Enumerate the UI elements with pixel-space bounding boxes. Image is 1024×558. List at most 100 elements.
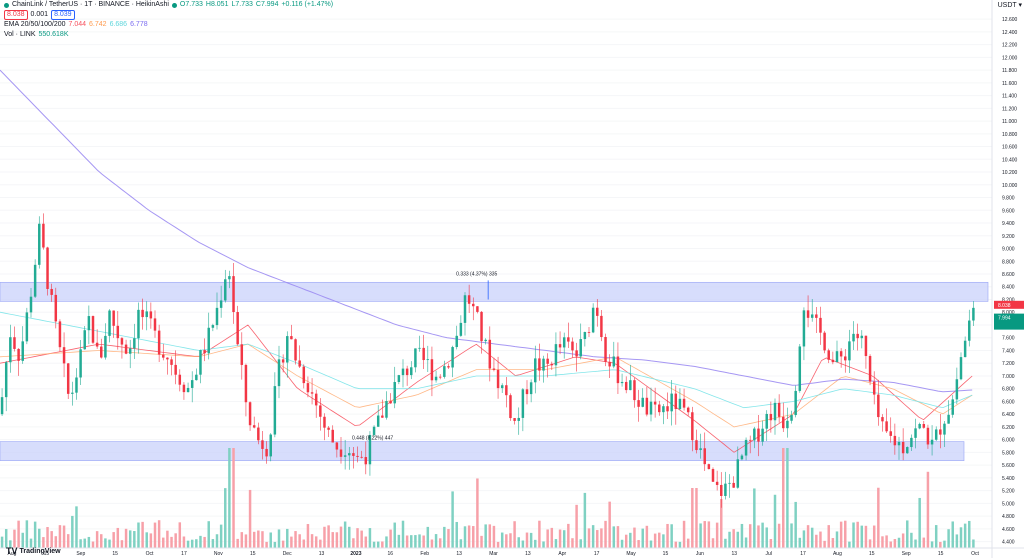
- candle[interactable]: [137, 309, 140, 339]
- candle[interactable]: [786, 420, 789, 429]
- candle[interactable]: [542, 358, 545, 371]
- candle[interactable]: [972, 307, 975, 321]
- candle[interactable]: [815, 314, 818, 318]
- candle[interactable]: [682, 398, 686, 408]
- candle[interactable]: [860, 335, 864, 339]
- candle[interactable]: [281, 359, 285, 363]
- candle[interactable]: [108, 310, 111, 336]
- candle[interactable]: [153, 318, 157, 331]
- candle[interactable]: [686, 407, 690, 413]
- candle[interactable]: [376, 415, 380, 427]
- candle[interactable]: [525, 389, 529, 395]
- support-zone[interactable]: [0, 441, 965, 462]
- candle[interactable]: [240, 344, 244, 365]
- candle[interactable]: [451, 347, 454, 368]
- candle[interactable]: [476, 306, 479, 312]
- candle[interactable]: [100, 346, 103, 358]
- candle[interactable]: [145, 311, 148, 318]
- candle[interactable]: [112, 310, 115, 326]
- candle[interactable]: [356, 455, 359, 457]
- candle[interactable]: [195, 374, 198, 381]
- candle[interactable]: [562, 337, 566, 348]
- candle[interactable]: [364, 457, 368, 465]
- candle[interactable]: [166, 357, 169, 360]
- candle[interactable]: [600, 315, 603, 338]
- candle[interactable]: [740, 455, 744, 460]
- sell-price-button[interactable]: 8.038: [4, 10, 28, 20]
- candle[interactable]: [116, 325, 120, 339]
- measure-annotation-1[interactable]: 0.448 (8.22%) 447: [352, 436, 393, 442]
- candle[interactable]: [360, 456, 363, 458]
- candle[interactable]: [343, 455, 347, 457]
- candle[interactable]: [120, 338, 124, 345]
- candle[interactable]: [926, 427, 930, 445]
- candle[interactable]: [951, 399, 954, 415]
- candle[interactable]: [769, 413, 773, 421]
- candle[interactable]: [257, 427, 260, 441]
- candle[interactable]: [596, 307, 599, 316]
- candle[interactable]: [438, 376, 442, 378]
- candle[interactable]: [819, 317, 822, 333]
- candle[interactable]: [538, 358, 541, 371]
- candle[interactable]: [17, 348, 20, 361]
- candle[interactable]: [897, 441, 901, 446]
- candle[interactable]: [798, 346, 802, 391]
- candle[interactable]: [21, 341, 24, 361]
- candle[interactable]: [591, 307, 595, 333]
- candle[interactable]: [186, 387, 190, 393]
- candle[interactable]: [889, 431, 892, 436]
- candle[interactable]: [823, 332, 826, 351]
- candle[interactable]: [641, 397, 644, 407]
- candle[interactable]: [182, 384, 186, 393]
- candle[interactable]: [703, 448, 706, 465]
- candle[interactable]: [848, 341, 851, 361]
- candle[interactable]: [401, 368, 405, 376]
- candle[interactable]: [203, 350, 206, 354]
- candle[interactable]: [587, 332, 591, 333]
- candle[interactable]: [211, 325, 215, 328]
- candle[interactable]: [500, 385, 504, 389]
- candle[interactable]: [29, 296, 33, 313]
- candle[interactable]: [529, 382, 533, 395]
- candle[interactable]: [835, 351, 839, 363]
- candle[interactable]: [335, 442, 339, 450]
- candle[interactable]: [174, 364, 177, 375]
- candle[interactable]: [83, 330, 86, 350]
- candle[interactable]: [443, 366, 446, 377]
- candle[interactable]: [724, 483, 727, 496]
- candle[interactable]: [434, 376, 438, 381]
- candle[interactable]: [699, 448, 702, 451]
- candle[interactable]: [426, 359, 430, 361]
- candle[interactable]: [236, 312, 239, 345]
- candle[interactable]: [496, 369, 500, 389]
- candle[interactable]: [319, 405, 322, 417]
- candle[interactable]: [620, 381, 624, 384]
- candle[interactable]: [410, 367, 413, 376]
- candle[interactable]: [930, 439, 934, 445]
- candle[interactable]: [0, 397, 4, 415]
- candle[interactable]: [922, 423, 926, 428]
- candle[interactable]: [467, 295, 471, 304]
- candle[interactable]: [248, 402, 252, 426]
- candle[interactable]: [906, 447, 909, 454]
- candle[interactable]: [670, 393, 673, 412]
- candle[interactable]: [219, 300, 223, 308]
- candle[interactable]: [881, 417, 884, 422]
- candle[interactable]: [79, 349, 82, 378]
- candle[interactable]: [87, 316, 91, 331]
- candle[interactable]: [637, 400, 640, 407]
- measure-annotation-0[interactable]: 0.333 (4.37%) 335: [456, 271, 497, 277]
- candle[interactable]: [715, 481, 719, 485]
- candle[interactable]: [405, 368, 409, 376]
- candle[interactable]: [261, 440, 264, 449]
- candle[interactable]: [546, 358, 549, 364]
- candle[interactable]: [277, 359, 281, 387]
- candle[interactable]: [286, 336, 289, 363]
- candle[interactable]: [947, 414, 950, 424]
- candle[interactable]: [583, 332, 587, 340]
- candle[interactable]: [856, 333, 859, 339]
- candle[interactable]: [575, 350, 578, 357]
- candle[interactable]: [294, 339, 297, 361]
- candle[interactable]: [558, 344, 562, 348]
